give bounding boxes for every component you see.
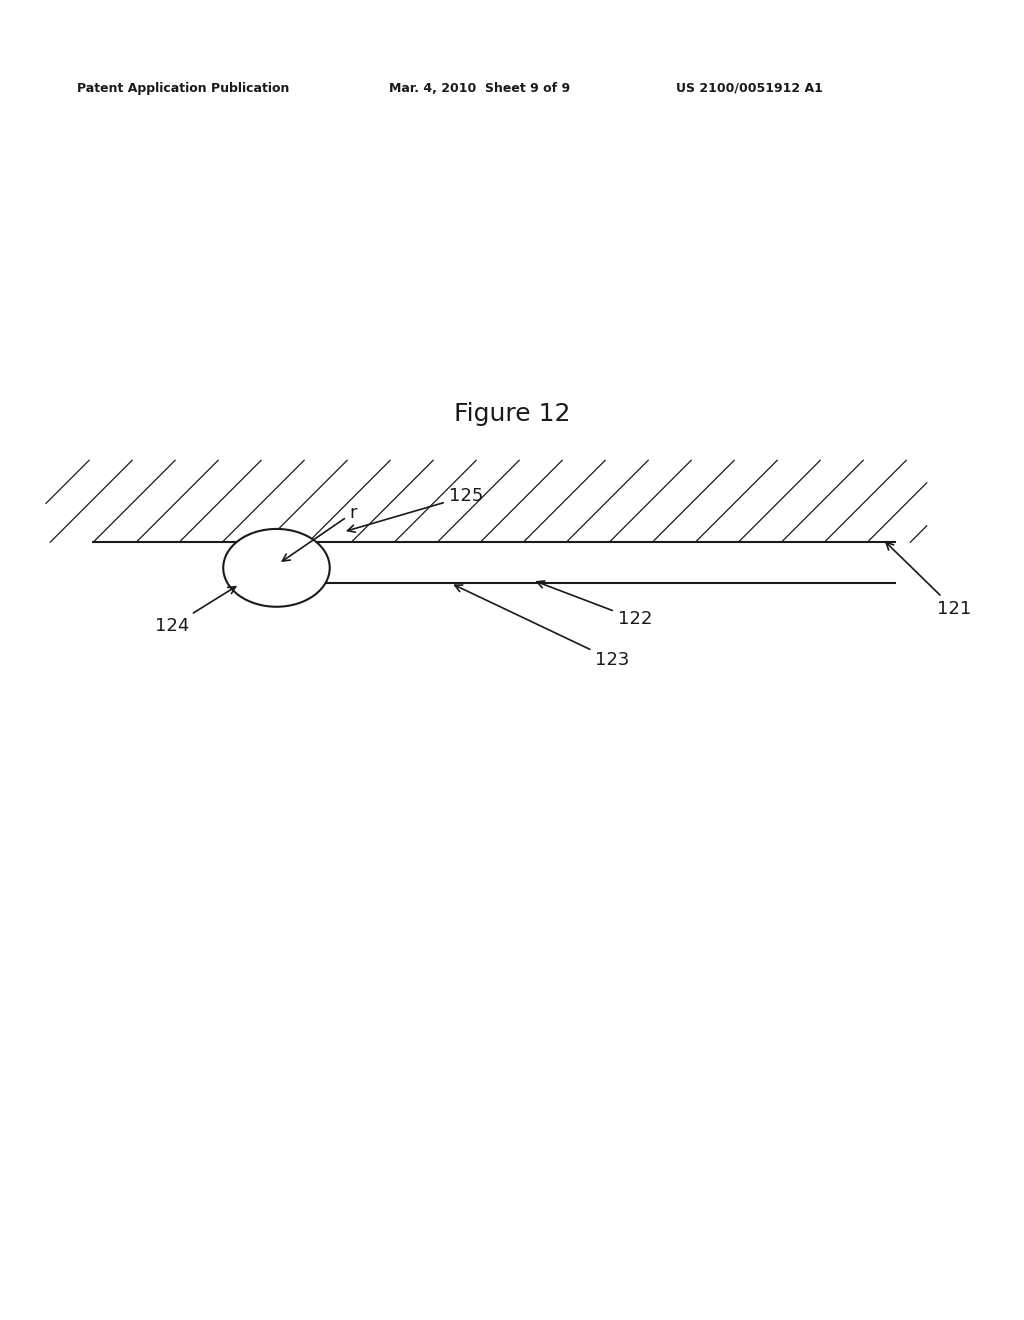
Text: Mar. 4, 2010  Sheet 9 of 9: Mar. 4, 2010 Sheet 9 of 9 xyxy=(389,82,570,95)
Text: Patent Application Publication: Patent Application Publication xyxy=(77,82,289,95)
Text: US 2100/0051912 A1: US 2100/0051912 A1 xyxy=(676,82,822,95)
Text: r: r xyxy=(283,503,357,561)
Text: 124: 124 xyxy=(155,586,236,635)
Text: 125: 125 xyxy=(347,487,483,532)
Ellipse shape xyxy=(223,529,330,607)
Text: 121: 121 xyxy=(886,543,971,618)
Text: Figure 12: Figure 12 xyxy=(454,403,570,426)
Text: 123: 123 xyxy=(455,585,630,669)
Text: 122: 122 xyxy=(537,581,652,628)
